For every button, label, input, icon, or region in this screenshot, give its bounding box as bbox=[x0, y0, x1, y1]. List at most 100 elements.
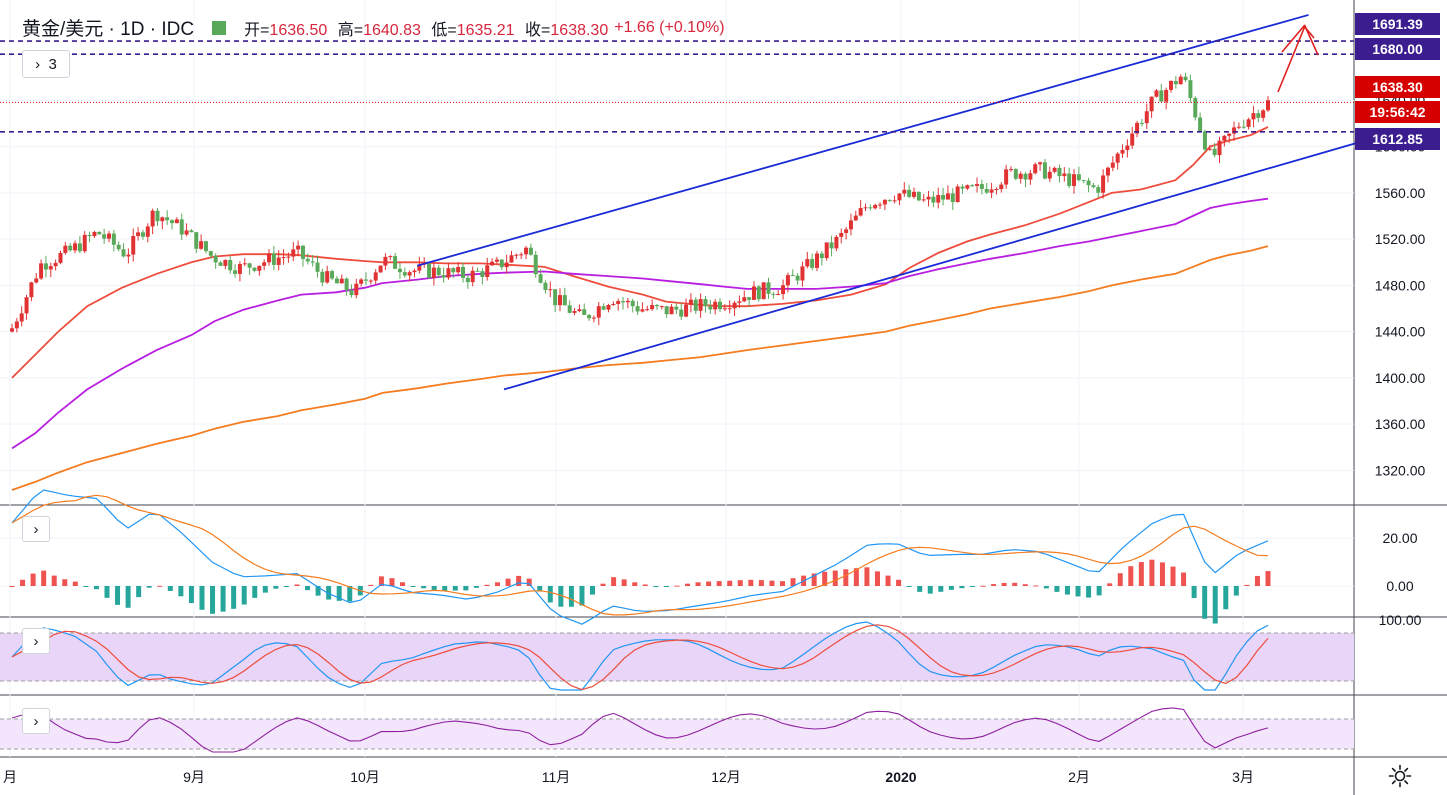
macd-histogram-bar bbox=[991, 584, 997, 586]
candle-body bbox=[659, 306, 664, 308]
candle-body bbox=[800, 266, 805, 281]
candle-body bbox=[262, 262, 267, 266]
indicators-collapse-button[interactable]: › 3 bbox=[22, 50, 70, 78]
candle-body bbox=[320, 271, 325, 283]
macd-histogram-bar bbox=[1233, 586, 1239, 596]
cci-expand-button[interactable]: › bbox=[22, 708, 50, 734]
channel-line bbox=[503, 134, 1385, 391]
macd-histogram-bar bbox=[188, 586, 194, 604]
macd-histogram-bar bbox=[400, 582, 406, 586]
y-tick-label: 1360.00 bbox=[1375, 416, 1426, 432]
settings-gear-icon[interactable] bbox=[1388, 764, 1412, 788]
macd-histogram-bar bbox=[600, 583, 606, 586]
candle-body bbox=[1193, 98, 1198, 118]
macd-histogram-bar bbox=[896, 579, 902, 586]
macd-histogram-bar bbox=[1254, 575, 1260, 586]
macd-expand-button[interactable]: › bbox=[22, 516, 50, 542]
candle-body bbox=[499, 259, 504, 268]
candle-body bbox=[441, 275, 446, 278]
candle-body bbox=[1198, 117, 1203, 132]
high-value: 1640.83 bbox=[363, 21, 421, 39]
candle-body bbox=[732, 302, 737, 309]
candle-body bbox=[199, 241, 204, 249]
rsi-expand-button[interactable]: › bbox=[22, 628, 50, 654]
macd-histogram-bar bbox=[1138, 562, 1144, 586]
macd-histogram-bar bbox=[199, 586, 205, 610]
candle-body bbox=[208, 251, 213, 256]
candle-body bbox=[257, 265, 262, 271]
candle-body bbox=[68, 245, 73, 251]
candle-body bbox=[174, 219, 179, 224]
x-tick-label: 2月 bbox=[1068, 769, 1090, 785]
candle-body bbox=[58, 252, 63, 263]
candle-body bbox=[1101, 175, 1106, 193]
candle-body bbox=[388, 256, 393, 258]
macd-histogram-bar bbox=[1149, 559, 1155, 586]
macd-histogram-bar bbox=[1064, 586, 1070, 595]
candle-body bbox=[654, 304, 659, 307]
candle-body bbox=[703, 299, 708, 307]
candle-body bbox=[1004, 169, 1009, 185]
candle-body bbox=[902, 189, 907, 194]
macd-histogram-bar bbox=[621, 579, 627, 586]
macd-histogram-bar bbox=[885, 575, 891, 586]
candle-body bbox=[679, 309, 684, 317]
candle-body bbox=[460, 266, 465, 278]
candle-body bbox=[960, 186, 965, 189]
candle-body bbox=[975, 184, 980, 186]
candle-body bbox=[92, 231, 97, 237]
candle-body bbox=[465, 277, 470, 283]
candle-body bbox=[567, 305, 572, 313]
candle-body bbox=[911, 191, 916, 197]
candle-body bbox=[291, 249, 296, 257]
candle-body bbox=[1086, 180, 1091, 186]
candle-body bbox=[325, 271, 330, 283]
macd-histogram-bar bbox=[431, 586, 437, 590]
macd-histogram-bar bbox=[62, 579, 68, 586]
candle-body bbox=[286, 256, 291, 258]
macd-histogram-bar bbox=[611, 577, 617, 586]
candle-body bbox=[10, 328, 14, 332]
candle-body bbox=[805, 259, 810, 267]
x-tick-label: 10月 bbox=[350, 769, 380, 785]
candle-body bbox=[1018, 173, 1023, 179]
candle-body bbox=[383, 256, 388, 266]
price-tag-support: 1612.85 bbox=[1355, 128, 1440, 150]
y-tick-label: 1560.00 bbox=[1375, 185, 1426, 201]
macd-histogram-bar bbox=[389, 578, 395, 586]
candle-body bbox=[616, 301, 621, 304]
macd-histogram-bar bbox=[516, 575, 522, 586]
candle-body bbox=[1266, 100, 1270, 111]
candle-body bbox=[548, 289, 553, 291]
candle-body bbox=[557, 295, 562, 306]
candle-body bbox=[150, 210, 155, 227]
candle-body bbox=[713, 301, 718, 310]
macd-histogram-bar bbox=[547, 586, 553, 603]
candle-body bbox=[781, 285, 786, 295]
candle-body bbox=[397, 268, 402, 273]
macd-histogram-bar bbox=[252, 586, 258, 598]
candle-body bbox=[528, 247, 533, 255]
x-tick-label: 2020 bbox=[885, 769, 916, 785]
candle-body bbox=[1236, 126, 1241, 128]
candle-body bbox=[504, 262, 509, 268]
candle-body bbox=[1173, 81, 1178, 85]
candle-body bbox=[611, 303, 616, 306]
candle-body bbox=[39, 263, 44, 279]
candle-body bbox=[456, 266, 461, 273]
candle-body bbox=[1251, 113, 1256, 120]
candle-body bbox=[160, 217, 165, 222]
candle-body bbox=[664, 306, 669, 315]
candle-body bbox=[1023, 173, 1028, 180]
open-label: 开 bbox=[244, 21, 261, 39]
macd-histogram-bar bbox=[262, 586, 268, 593]
y-tick-label: 1480.00 bbox=[1375, 277, 1426, 293]
candle-body bbox=[1159, 90, 1164, 102]
macd-histogram-bar bbox=[125, 586, 131, 608]
macd-histogram-bar bbox=[537, 586, 543, 592]
macd-histogram-bar bbox=[906, 586, 912, 587]
macd-histogram-bar bbox=[684, 583, 690, 586]
macd-histogram-bar bbox=[326, 586, 332, 600]
price-tag-countdown: 19:56:42 bbox=[1355, 101, 1440, 123]
